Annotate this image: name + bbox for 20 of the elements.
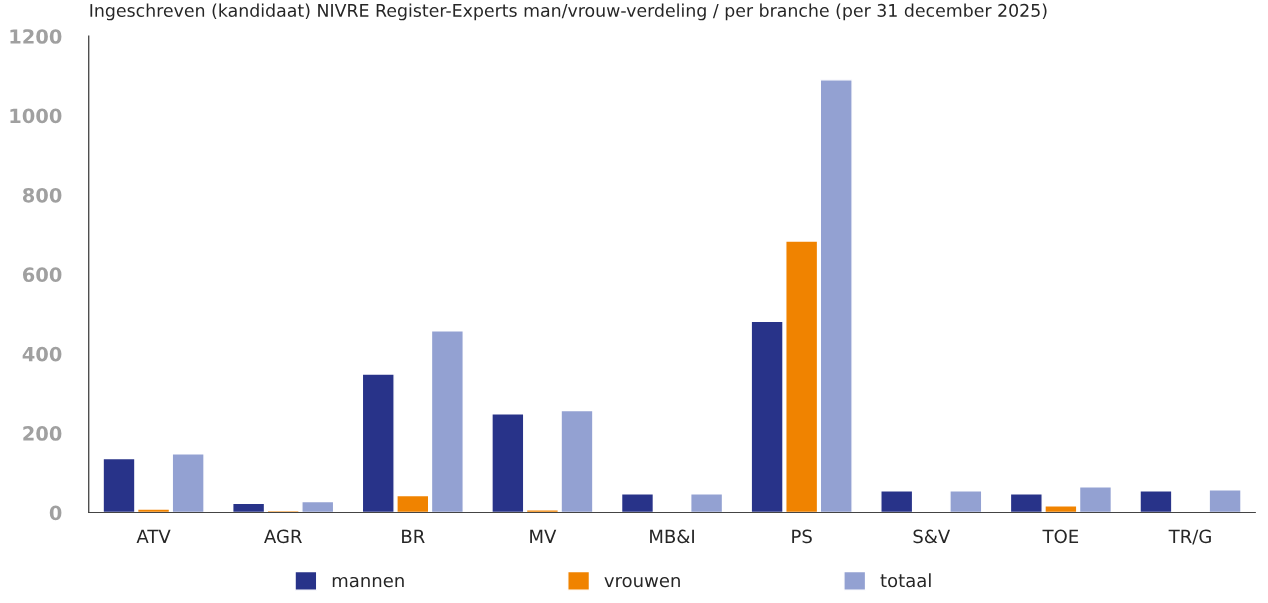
x-tick-label: TOE: [1042, 529, 1079, 544]
y-tick-label: 400: [22, 346, 62, 362]
legend-label: totaal: [880, 573, 931, 588]
x-tick-label: TR/G: [1168, 529, 1211, 545]
x-tick-label: MV: [530, 529, 557, 543]
x-tick-label: S&V: [913, 529, 951, 544]
y-tick-label: 1000: [10, 108, 62, 124]
x-tick-label: PS: [792, 529, 812, 544]
x-tick-label: BR: [402, 529, 425, 543]
chart-title: Ingeschreven (kandidaat) NIVRE Register-Experts man/vrouw-verdeling / per branche (per 31 december 2025): [90, 3, 1047, 21]
legend-label: mannen: [332, 576, 404, 588]
x-tick-label: MB&I: [650, 529, 694, 544]
y-tick-label: 800: [22, 187, 62, 203]
y-tick-label: 1200: [10, 29, 62, 44]
y-tick-label: 600: [22, 267, 62, 283]
legend-label: vrouwen: [604, 576, 680, 588]
y-tick-label: 200: [23, 426, 62, 441]
y-tick-label: 0: [49, 505, 62, 521]
x-tick-label: AGR: [264, 529, 302, 544]
x-tick-label: ATV: [136, 529, 171, 543]
